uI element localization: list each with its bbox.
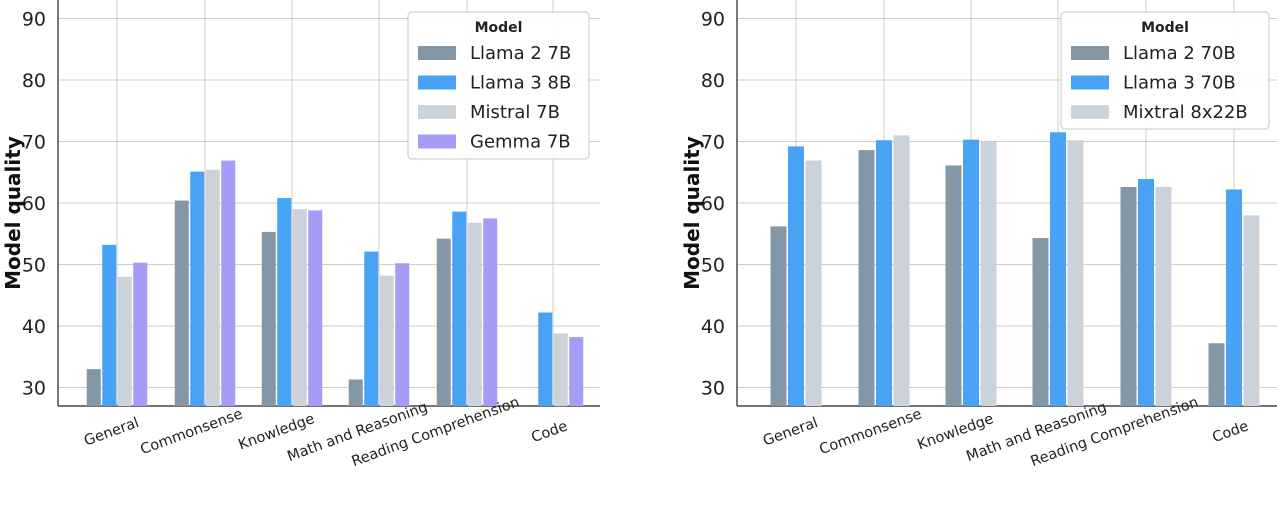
y-tick-label: 70 (701, 131, 725, 153)
bar (1208, 343, 1225, 406)
bar (538, 312, 553, 406)
y-tick-label: 70 (22, 131, 46, 153)
bar (395, 263, 410, 406)
y-tick-label: 30 (22, 378, 46, 400)
bar (1243, 215, 1260, 406)
bar (1032, 238, 1049, 406)
bar (483, 218, 498, 406)
legend-box (1060, 11, 1270, 130)
bar (133, 262, 148, 406)
y-tick-label: 50 (701, 255, 725, 277)
bar (467, 222, 482, 406)
x-tick-label: General (82, 415, 141, 450)
y-tick-label: 40 (701, 316, 725, 338)
bar (379, 275, 394, 406)
legend-label: Gemma 7B (470, 132, 571, 153)
legend-swatch (1071, 46, 1109, 60)
bar (788, 146, 804, 406)
legend-swatch (418, 134, 456, 149)
bar (805, 160, 822, 406)
x-tick-label: Code (529, 418, 569, 446)
bar (858, 150, 875, 406)
x-tick-label: General (761, 415, 820, 450)
y-tick-label: 90 (22, 8, 46, 30)
bar (190, 171, 205, 406)
bar (1155, 187, 1172, 406)
legend-label: Llama 2 7B (470, 43, 571, 64)
chart-panel-2: 30 40 50 60 70 80 90 Model quality GeneralCommon… (680, 0, 1277, 470)
bar (770, 226, 787, 406)
y-tick-label: 60 (22, 193, 46, 215)
x-tick-label: Code (1210, 418, 1250, 446)
bar (292, 209, 307, 406)
y-axis-label: Model quality (1, 136, 25, 290)
legend: Model Llama 2 7B Llama 3 8B Mistral 7B Gemma… (407, 11, 590, 160)
y-tick-label: 50 (22, 255, 46, 277)
y-tick-label: 40 (22, 316, 46, 338)
bar (174, 200, 189, 406)
bar (348, 379, 363, 406)
chart-panel-1: 30 40 50 60 70 80 90 Model quality GeneralCommon… (1, 0, 600, 470)
bar (277, 198, 292, 406)
bar (1067, 140, 1084, 406)
legend-title: Model (475, 20, 523, 36)
bar (205, 169, 220, 406)
legend: Model Llama 2 70B Llama 3 70B Mixtral 8x22B (1060, 11, 1270, 130)
bar (364, 251, 379, 406)
legend-swatch (1071, 105, 1109, 119)
y-tick-label: 30 (701, 378, 725, 400)
y-tick-label: 90 (701, 8, 725, 30)
legend-label: Mixtral 8x22B (1123, 102, 1248, 123)
bar (893, 135, 910, 407)
x-tick-label: Commonsense (138, 406, 245, 458)
legend-label: Llama 3 70B (1123, 73, 1236, 94)
bar (308, 210, 323, 406)
bar (221, 160, 236, 406)
legend-swatch (418, 46, 456, 60)
legend-label: Mistral 7B (470, 102, 560, 123)
legend-swatch (418, 105, 456, 119)
bar (569, 337, 584, 406)
bar (1226, 189, 1242, 406)
y-axis-label: Model quality (680, 136, 704, 290)
y-tick-label: 80 (701, 70, 725, 92)
bar (452, 211, 467, 406)
bar (945, 165, 962, 406)
bar (980, 142, 997, 406)
legend-label: Llama 2 70B (1123, 43, 1236, 64)
bar (1050, 132, 1066, 406)
bar (102, 244, 117, 406)
legend-swatch (418, 75, 456, 90)
bar (1138, 179, 1154, 406)
legend-title: Model (1141, 20, 1189, 36)
legend-label: Llama 3 8B (470, 73, 571, 94)
bar (261, 231, 276, 406)
legend-swatch (1071, 75, 1109, 90)
bar (876, 140, 892, 406)
bar (436, 238, 451, 406)
bar (86, 369, 101, 406)
bar (963, 139, 979, 406)
y-tick-label: 80 (22, 70, 46, 92)
bar (117, 276, 132, 406)
y-tick-label: 60 (701, 193, 725, 215)
bar (553, 333, 568, 406)
bar (1120, 187, 1137, 406)
x-tick-label: Commonsense (817, 406, 924, 458)
